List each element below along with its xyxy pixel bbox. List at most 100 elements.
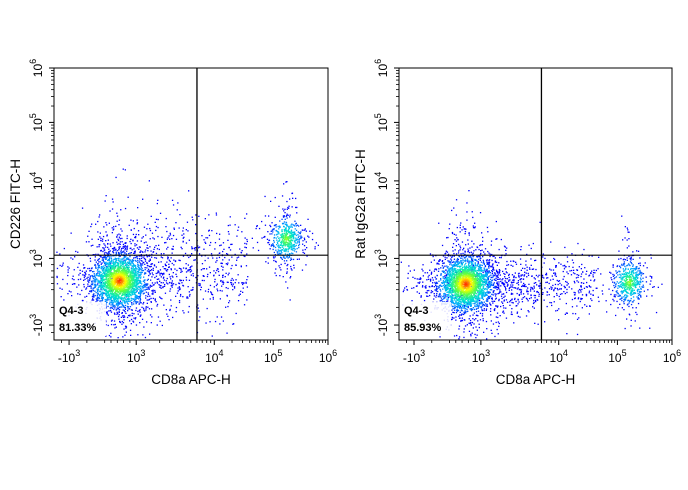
data-point <box>496 276 498 278</box>
data-point <box>123 262 125 264</box>
data-point <box>117 300 119 302</box>
data-point <box>458 250 460 252</box>
data-point <box>628 245 630 247</box>
data-point <box>205 322 207 324</box>
data-point <box>105 231 107 233</box>
data-point <box>167 315 169 317</box>
data-point <box>138 288 140 290</box>
data-point <box>644 262 646 264</box>
data-point <box>458 336 461 338</box>
data-point <box>287 263 289 266</box>
data-point <box>129 252 131 254</box>
data-point <box>102 258 104 260</box>
data-point <box>127 300 129 302</box>
data-point <box>131 273 134 275</box>
data-point <box>122 270 124 272</box>
data-point <box>455 316 457 318</box>
data-point <box>137 270 139 273</box>
data-point <box>237 274 239 276</box>
data-point <box>520 269 522 271</box>
data-point <box>144 251 146 253</box>
data-point <box>202 275 204 277</box>
data-point <box>111 232 113 234</box>
data-point <box>146 288 149 290</box>
data-point <box>123 287 125 289</box>
data-point <box>245 282 247 284</box>
data-point <box>134 265 136 267</box>
data-point <box>124 304 127 307</box>
data-point <box>136 289 138 291</box>
data-point <box>289 277 291 279</box>
data-point <box>151 276 153 278</box>
data-point <box>172 316 174 319</box>
data-point <box>126 293 128 295</box>
data-point <box>86 295 88 297</box>
data-point <box>98 265 100 268</box>
data-point <box>591 255 593 257</box>
data-point <box>140 265 142 267</box>
data-point <box>287 287 289 289</box>
data-point <box>273 239 275 242</box>
data-point <box>290 224 292 226</box>
data-point <box>274 246 277 249</box>
data-point <box>230 279 232 281</box>
data-point <box>109 243 111 245</box>
data-point <box>123 328 125 330</box>
data-point <box>491 271 494 273</box>
data-point <box>522 278 525 280</box>
data-point <box>110 287 112 289</box>
data-point <box>459 249 461 251</box>
data-point <box>119 266 121 269</box>
data-point <box>302 229 304 231</box>
data-point <box>142 262 144 264</box>
data-point <box>153 238 155 240</box>
data-point <box>140 250 142 252</box>
data-point <box>155 301 157 303</box>
data-point <box>642 265 645 267</box>
data-point <box>187 264 189 266</box>
data-point <box>288 253 291 255</box>
data-point <box>108 264 111 266</box>
data-point <box>148 265 151 268</box>
data-point <box>619 303 621 305</box>
data-point <box>157 235 159 238</box>
data-point <box>494 298 497 300</box>
data-point <box>592 294 594 296</box>
data-point <box>501 282 503 284</box>
data-point <box>281 229 283 231</box>
data-point <box>145 295 147 297</box>
data-point <box>246 213 248 215</box>
data-point <box>216 259 218 262</box>
data-point <box>105 277 107 280</box>
data-point <box>496 288 498 291</box>
data-point <box>124 283 126 285</box>
data-point <box>142 303 144 305</box>
data-point <box>291 234 293 236</box>
data-point <box>281 239 284 241</box>
data-point <box>431 277 434 279</box>
data-point <box>448 260 450 262</box>
data-point <box>293 246 295 248</box>
data-point <box>154 276 156 279</box>
data-point <box>103 287 105 290</box>
data-point <box>111 248 114 250</box>
data-point <box>535 282 537 284</box>
data-point <box>159 320 161 322</box>
data-point <box>97 297 99 299</box>
data-point <box>230 267 232 270</box>
data-point <box>115 265 117 267</box>
data-point <box>120 288 122 290</box>
data-point <box>139 301 141 303</box>
data-point <box>292 224 294 226</box>
data-point <box>119 274 121 276</box>
data-point <box>129 320 131 322</box>
data-point <box>138 277 140 279</box>
data-point <box>420 296 422 298</box>
data-point <box>593 269 595 271</box>
data-point <box>108 271 110 273</box>
data-point <box>284 212 286 214</box>
data-point <box>281 195 284 197</box>
data-point <box>94 281 97 283</box>
data-point <box>534 294 537 297</box>
data-point <box>108 258 110 260</box>
